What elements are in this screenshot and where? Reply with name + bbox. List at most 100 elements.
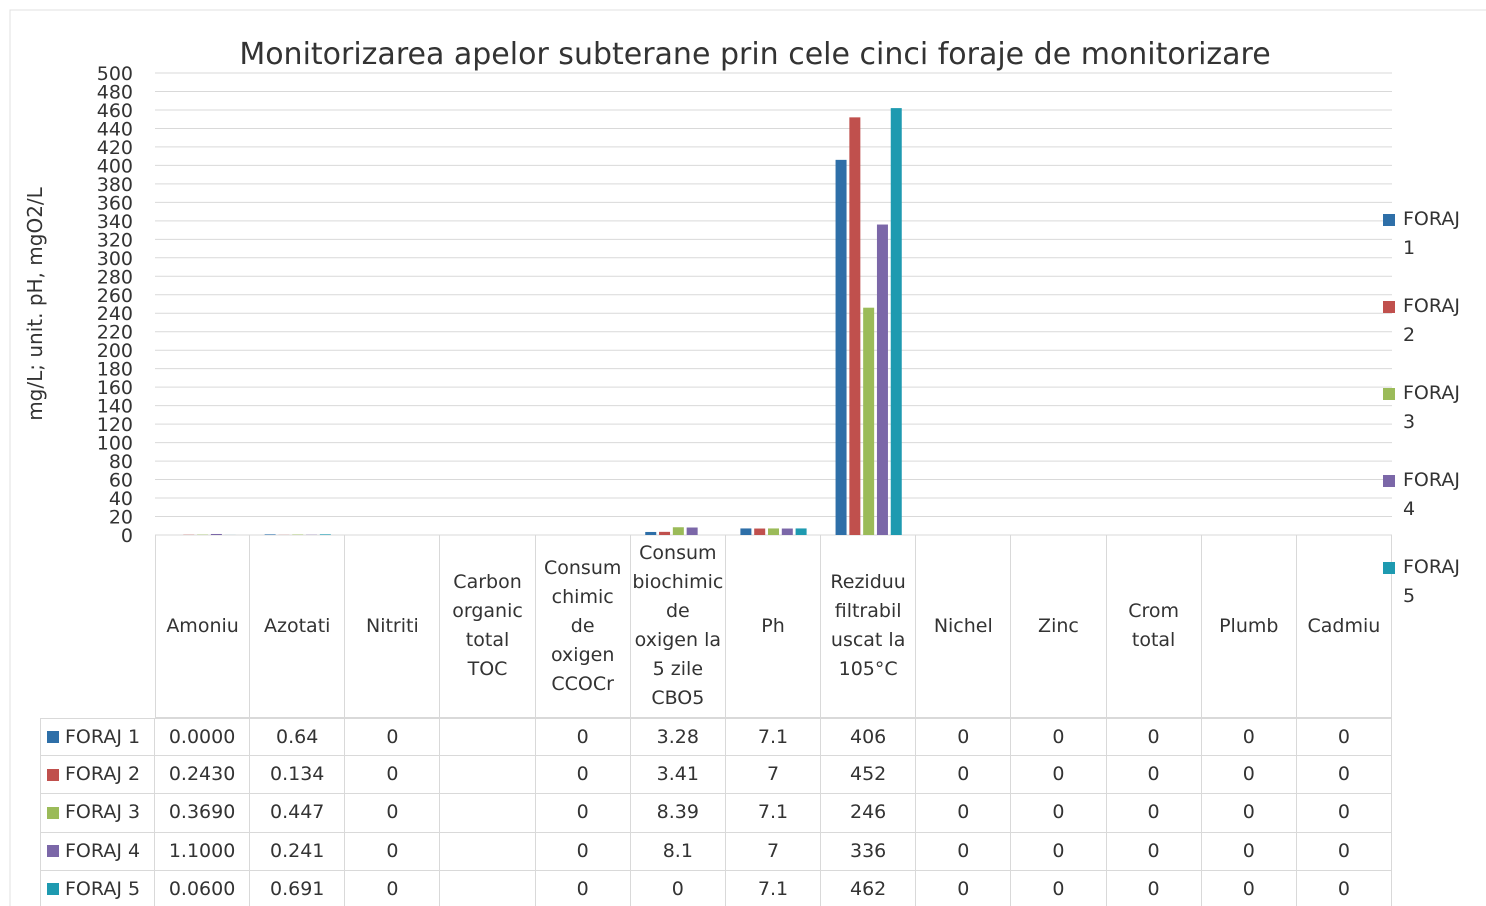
legend-key <box>1383 562 1395 574</box>
y-tick-label: 280 <box>97 266 133 288</box>
table-cell: 0 <box>916 870 1012 906</box>
table-cell: 452 <box>821 756 917 795</box>
legend-key <box>1383 214 1395 226</box>
table-cell: 0.134 <box>250 756 346 795</box>
y-tick-label: 40 <box>109 488 133 510</box>
bar <box>264 534 276 535</box>
legend-label: FORAJ 1 <box>1403 208 1460 259</box>
bar <box>863 307 875 535</box>
y-tick-label: 400 <box>97 155 133 177</box>
y-tick-label: 0 <box>121 525 133 547</box>
legend-label: FORAJ 2 <box>1403 295 1460 346</box>
table-cell: 8.1 <box>630 832 726 871</box>
y-tick-label: 440 <box>97 118 133 140</box>
category-header: Cadmiu <box>1296 535 1392 718</box>
bar <box>686 527 698 535</box>
table-cell: 0 <box>345 832 441 871</box>
table-cell: 0 <box>1107 870 1202 906</box>
table-cell <box>440 794 536 833</box>
legend-key <box>1383 475 1395 487</box>
table-cell: 0 <box>535 832 631 871</box>
category-header: Nitriti <box>345 535 441 718</box>
category-header: Carbon organic total TOC <box>440 535 536 718</box>
table-cell: 0 <box>1296 794 1392 833</box>
legend-label: FORAJ 4 <box>1403 469 1460 520</box>
y-tick-label: 180 <box>97 359 133 381</box>
table-cell: 0 <box>1011 756 1107 795</box>
table-cell: 0 <box>916 832 1012 871</box>
category-header: Zinc <box>1011 535 1107 718</box>
row-label: FORAJ 3 <box>40 794 155 833</box>
legend-item: FORAJ 3 <box>1383 379 1473 437</box>
bar <box>319 534 331 535</box>
table-cell: 0.241 <box>250 832 346 871</box>
y-tick-label: 340 <box>97 211 133 233</box>
table-cell: 0.2430 <box>155 756 251 795</box>
table-cell: 0 <box>916 756 1012 795</box>
bar <box>754 528 766 535</box>
y-tick-label: 240 <box>97 303 133 325</box>
table-cell: 0 <box>536 870 631 906</box>
y-tick-label: 320 <box>97 229 133 251</box>
table-cell: 0 <box>1202 870 1297 906</box>
legend-label: FORAJ 5 <box>1403 556 1460 607</box>
y-tick-label: 80 <box>109 451 133 473</box>
table-cell: 0.3690 <box>155 794 251 833</box>
legend-key <box>47 806 59 819</box>
category-header: Reziduu filtrabil uscat la 105°C <box>821 535 917 718</box>
y-tick-label: 500 <box>97 63 133 85</box>
category-header: Consum chimic de oxigen CCOCr <box>535 535 631 718</box>
legend-key <box>47 883 59 896</box>
bar <box>210 533 222 535</box>
table-cell: 3.28 <box>630 718 726 757</box>
legend-key <box>47 768 59 781</box>
table-cell: 7 <box>725 832 822 871</box>
bar <box>795 528 807 535</box>
bar <box>645 531 657 535</box>
table-cell: 0 <box>345 718 441 757</box>
table-cell <box>440 870 536 906</box>
row-label-text: FORAJ 2 <box>65 763 141 786</box>
category-header: Crom total <box>1106 535 1202 718</box>
table-cell: 0 <box>535 718 631 757</box>
table-cell: 0 <box>1106 718 1202 757</box>
table-cell: 7 <box>725 756 822 795</box>
table-cell: 0 <box>1296 832 1392 871</box>
bar <box>890 108 902 535</box>
y-tick-label: 460 <box>97 100 133 122</box>
row-label: FORAJ 1 <box>40 718 155 757</box>
y-tick-label: 480 <box>97 81 133 103</box>
table-cell: 246 <box>821 794 917 833</box>
table-cell: 0.64 <box>250 718 346 757</box>
table-cell: 0 <box>1297 870 1392 906</box>
row-label-text: FORAJ 4 <box>65 839 141 862</box>
legend-key <box>1383 388 1395 400</box>
table-cell: 0.0000 <box>155 718 251 757</box>
table-cell: 0 <box>1296 756 1392 795</box>
legend-item: FORAJ 5 <box>1383 553 1473 611</box>
y-tick-label: 20 <box>109 507 133 529</box>
row-label: FORAJ 5 <box>40 870 155 906</box>
row-label: FORAJ 2 <box>40 756 155 795</box>
row-label-text: FORAJ 3 <box>65 801 141 824</box>
category-header: Nichel <box>916 535 1012 718</box>
table-cell: 0 <box>1296 718 1392 757</box>
row-label: FORAJ 4 <box>40 832 155 871</box>
y-tick-label: 100 <box>97 433 133 455</box>
bar <box>740 528 752 535</box>
bar <box>835 159 847 535</box>
y-tick-label: 60 <box>109 470 133 492</box>
bar <box>781 528 793 535</box>
table-cell: 8.39 <box>630 794 726 833</box>
table-cell: 0 <box>1201 756 1297 795</box>
legend-item: FORAJ 4 <box>1383 466 1473 524</box>
table-cell: 7.1 <box>726 870 822 906</box>
table-cell <box>440 756 536 795</box>
table-cell: 0 <box>535 756 631 795</box>
category-header: Azotati <box>250 535 346 718</box>
y-tick-label: 420 <box>97 137 133 159</box>
table-cell: 0 <box>1106 832 1202 871</box>
legend-key <box>47 845 59 858</box>
table-cell: 0.691 <box>250 870 346 906</box>
